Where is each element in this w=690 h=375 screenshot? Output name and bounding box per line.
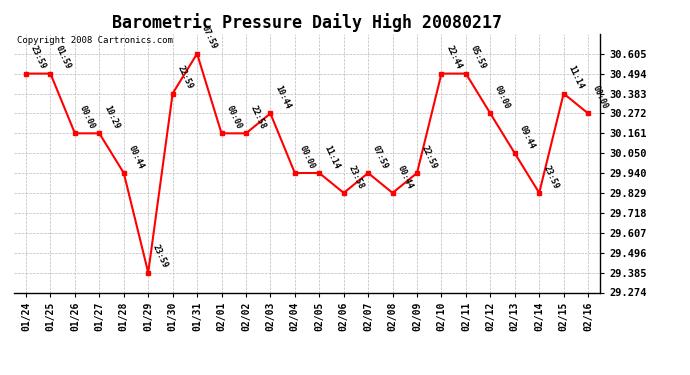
Text: 00:44: 00:44 xyxy=(126,144,146,170)
Text: 10:44: 10:44 xyxy=(273,84,292,111)
Text: 00:00: 00:00 xyxy=(493,84,512,111)
Text: 11:14: 11:14 xyxy=(566,64,585,91)
Text: 00:00: 00:00 xyxy=(591,84,609,111)
Text: Copyright 2008 Cartronics.com: Copyright 2008 Cartronics.com xyxy=(17,36,172,45)
Text: 00:00: 00:00 xyxy=(224,104,243,130)
Text: 07:59: 07:59 xyxy=(200,24,219,51)
Text: 11:14: 11:14 xyxy=(322,144,341,170)
Text: 22:58: 22:58 xyxy=(248,104,268,130)
Text: 23:58: 23:58 xyxy=(346,164,365,190)
Text: 00:00: 00:00 xyxy=(297,144,316,170)
Text: 22:44: 22:44 xyxy=(444,44,463,71)
Text: 10:29: 10:29 xyxy=(102,104,121,130)
Text: 00:00: 00:00 xyxy=(78,104,97,130)
Text: 09:44: 09:44 xyxy=(518,124,536,150)
Text: 22:59: 22:59 xyxy=(175,64,194,91)
Text: 01:59: 01:59 xyxy=(53,44,72,71)
Text: 00:44: 00:44 xyxy=(395,164,414,190)
Text: 23:59: 23:59 xyxy=(542,164,561,190)
Text: 07:59: 07:59 xyxy=(371,144,390,170)
Text: 05:59: 05:59 xyxy=(469,44,487,71)
Title: Barometric Pressure Daily High 20080217: Barometric Pressure Daily High 20080217 xyxy=(112,13,502,32)
Text: 23:59: 23:59 xyxy=(29,44,48,71)
Text: 23:59: 23:59 xyxy=(151,243,170,270)
Text: 22:59: 22:59 xyxy=(420,144,439,170)
